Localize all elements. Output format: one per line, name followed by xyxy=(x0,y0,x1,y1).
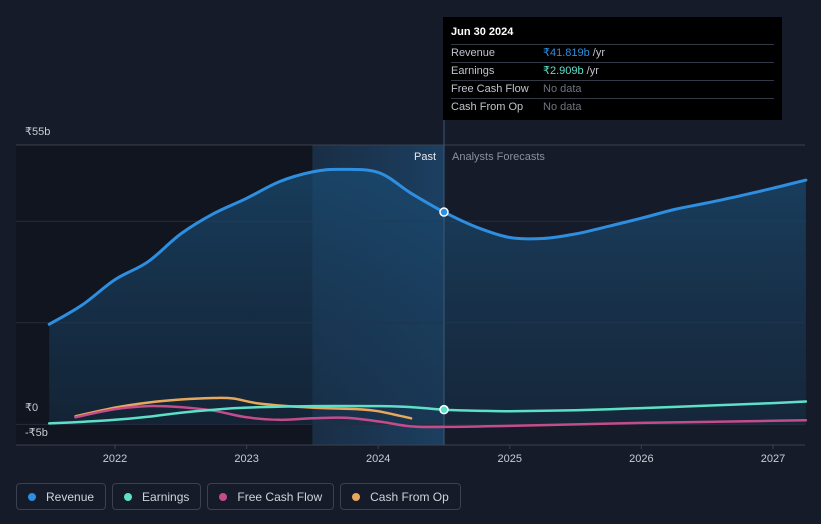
legend-dot-icon xyxy=(28,492,36,501)
x-tick-label: 2023 xyxy=(234,453,258,465)
marker-earnings xyxy=(439,404,449,415)
legend-dot-icon xyxy=(219,492,228,501)
series-line-free-cash-flow xyxy=(74,404,808,429)
tooltip-value: ₹2.909b xyxy=(543,65,584,77)
tooltip-value: No data xyxy=(543,101,582,113)
tooltip-value: ₹41.819b xyxy=(543,47,590,59)
tooltip-unit: /yr xyxy=(586,65,599,77)
tooltip-row-cash-from-op: Cash From Op No data xyxy=(451,99,774,116)
legend-item-free-cash-flow[interactable]: Free Cash Flow xyxy=(207,483,335,510)
tooltip-row-earnings: Earnings ₹2.909b /yr xyxy=(451,63,774,81)
legend-dot-icon xyxy=(352,492,361,501)
x-tick-label: 2026 xyxy=(629,453,653,465)
legend-label: Earnings xyxy=(142,489,190,504)
legend: Revenue Earnings Free Cash Flow Cash Fro… xyxy=(16,483,461,510)
legend-label: Revenue xyxy=(46,489,95,504)
y-tick-label: -₹5b xyxy=(25,427,48,439)
series-line-revenue xyxy=(47,167,808,326)
tooltip-date: Jun 30 2024 xyxy=(451,23,774,45)
tooltip: Jun 30 2024 Revenue ₹41.819b /yr Earning… xyxy=(443,17,782,120)
legend-label: Cash From Op xyxy=(370,489,449,504)
legend-item-cash-from-op[interactable]: Cash From Op xyxy=(340,483,461,510)
tooltip-row-revenue: Revenue ₹41.819b /yr xyxy=(451,45,774,63)
past-label: Past xyxy=(414,151,436,163)
marker-revenue xyxy=(439,207,449,217)
legend-dot-icon xyxy=(124,492,133,501)
series-line-earnings xyxy=(47,400,808,425)
x-tick-label: 2022 xyxy=(103,453,127,465)
tooltip-label: Cash From Op xyxy=(451,101,524,113)
legend-label: Free Cash Flow xyxy=(237,489,323,504)
x-tick-label: 2027 xyxy=(761,453,785,465)
legend-item-earnings[interactable]: Earnings xyxy=(112,483,202,510)
tooltip-label: Revenue xyxy=(451,47,496,59)
x-tick-label: 2024 xyxy=(366,453,390,465)
y-tick-label: ₹0 xyxy=(25,402,38,414)
y-tick-label: ₹55b xyxy=(25,126,50,138)
forecast-label: Analysts Forecasts xyxy=(452,151,545,163)
legend-item-revenue[interactable]: Revenue xyxy=(16,483,107,510)
tooltip-value: No data xyxy=(543,83,582,95)
tooltip-unit: /yr xyxy=(592,47,605,59)
tooltip-row-free-cash-flow: Free Cash Flow No data xyxy=(451,81,774,99)
tooltip-label: Earnings xyxy=(451,65,495,77)
x-tick-label: 2025 xyxy=(498,453,522,465)
revenue-area xyxy=(49,169,806,425)
series-line-cash-from-op xyxy=(74,396,413,420)
tooltip-label: Free Cash Flow xyxy=(451,83,529,95)
